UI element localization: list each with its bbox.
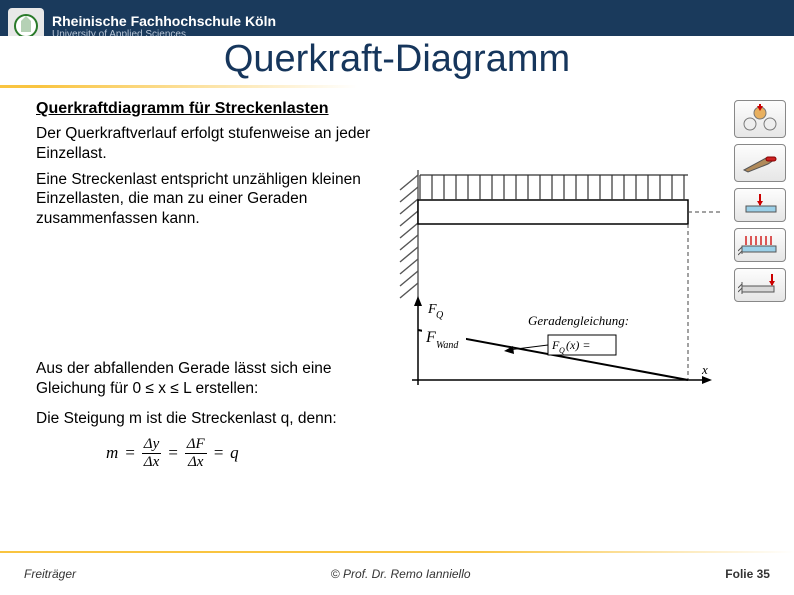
cut-knife-icon[interactable] bbox=[734, 144, 786, 182]
line-eq-label: Geradengleichung: bbox=[528, 313, 629, 328]
slide-title: Querkraft-Diagramm bbox=[0, 36, 794, 88]
support-sketch-icon[interactable] bbox=[734, 100, 786, 138]
paragraph-2: Eine Streckenlast entspricht unzähligen … bbox=[36, 170, 376, 229]
formula: m = Δy Δx = ΔF Δx = q bbox=[106, 437, 756, 470]
svg-text:(x) =: (x) = bbox=[566, 338, 590, 352]
distributed-load-icon[interactable] bbox=[734, 228, 786, 262]
svg-text:Q: Q bbox=[559, 346, 565, 355]
fraction-2: ΔF Δx bbox=[185, 437, 207, 470]
university-name: Rheinische Fachhochschule Köln bbox=[52, 13, 276, 29]
paragraph-1: Der Querkraftverlauf erfolgt stufenweise… bbox=[36, 124, 376, 164]
side-icon-bar bbox=[734, 100, 786, 302]
point-load-icon[interactable] bbox=[734, 188, 786, 222]
paragraph-3: Aus der abfallenden Gerade lässt sich ei… bbox=[36, 359, 376, 399]
shear-diagram: F Q x F Wand Geradengleichung: F Q (x) = bbox=[388, 150, 728, 390]
paragraph-4: Die Steigung m ist die Streckenlast q, d… bbox=[36, 409, 376, 429]
footer-left: Freiträger bbox=[24, 567, 76, 581]
formula-eq2: = bbox=[167, 443, 178, 463]
svg-text:F: F bbox=[425, 329, 436, 346]
beam-end-load-icon[interactable] bbox=[734, 268, 786, 302]
svg-text:Wand: Wand bbox=[436, 340, 459, 351]
footer: Freiträger © Prof. Dr. Remo Ianniello Fo… bbox=[0, 567, 794, 581]
formula-rhs: q bbox=[230, 443, 239, 463]
section-subtitle: Querkraftdiagramm für Streckenlasten bbox=[36, 100, 756, 118]
footer-divider bbox=[0, 551, 794, 553]
svg-text:Q: Q bbox=[436, 310, 444, 321]
formula-eq1: = bbox=[124, 443, 135, 463]
svg-text:x: x bbox=[701, 362, 708, 377]
accent-bar bbox=[0, 85, 794, 88]
footer-slide-number: Folie 35 bbox=[725, 567, 770, 581]
fraction-1: Δy Δx bbox=[142, 437, 161, 470]
formula-eq3: = bbox=[213, 443, 224, 463]
footer-center: © Prof. Dr. Remo Ianniello bbox=[331, 567, 471, 581]
formula-lhs: m bbox=[106, 443, 118, 463]
